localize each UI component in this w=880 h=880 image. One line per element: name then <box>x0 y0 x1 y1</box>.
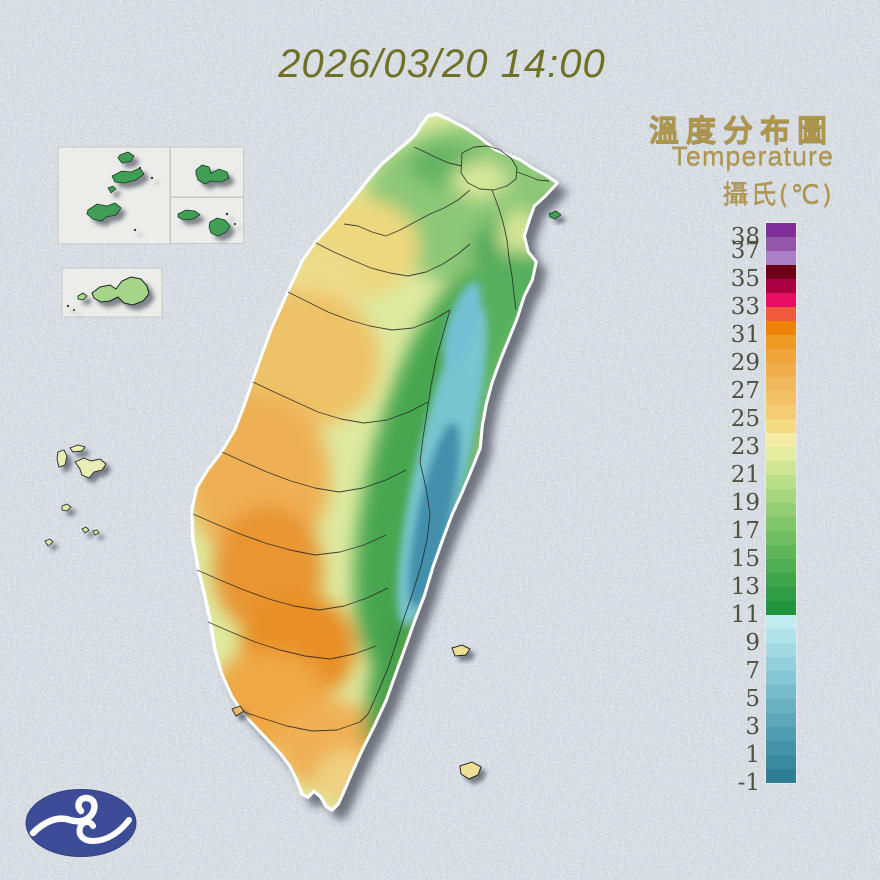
colorbar-segment <box>766 587 796 601</box>
colorbar-segment <box>766 391 796 405</box>
colorbar-segment <box>766 279 796 293</box>
main-island <box>190 112 559 812</box>
colorbar-segment <box>766 713 796 727</box>
colorbar-segment <box>766 349 796 363</box>
colorbar-segment <box>766 321 796 335</box>
colorbar-segment <box>766 307 796 321</box>
cloud-swirl-icon <box>29 794 132 845</box>
liuqiu-island <box>231 705 245 717</box>
colorbar-segment <box>766 601 796 615</box>
colorbar-segment <box>766 769 796 783</box>
colorbar-segment <box>766 489 796 503</box>
colorbar-segment <box>766 433 796 447</box>
colorbar-segment <box>766 419 796 433</box>
colorbar-segment <box>766 699 796 713</box>
inset-kinmen-island <box>66 276 150 311</box>
colorbar-segment <box>766 559 796 573</box>
inset-matsu-islands <box>86 151 154 232</box>
green-island <box>451 644 471 657</box>
colorbar-segment <box>766 363 796 377</box>
colorbar-segment <box>766 685 796 699</box>
colorbar-segment <box>766 657 796 671</box>
legend-unit: 攝氏(℃) <box>722 180 834 210</box>
colorbar-segment <box>766 237 796 251</box>
colorbar-segment <box>766 223 796 237</box>
colorbar-segment <box>766 615 796 629</box>
inset-small-islands <box>177 209 237 237</box>
colorbar-segment <box>766 447 796 461</box>
colorbar-segment <box>766 475 796 489</box>
colorbar-segment <box>766 405 796 419</box>
colorbar-segment <box>766 517 796 531</box>
orchid-island <box>459 761 482 780</box>
penghu-islands <box>44 444 107 547</box>
colorbar-segment <box>766 531 796 545</box>
colorbar-segment <box>766 503 796 517</box>
temperature-colorbar <box>766 223 796 783</box>
inset-boxes <box>57 146 244 318</box>
map-datetime: 2026/03/20 14:00 <box>278 42 606 86</box>
colorbar-segment <box>766 727 796 741</box>
colorbar-segment <box>766 377 796 391</box>
county-boundaries <box>192 145 550 732</box>
colorbar-segment <box>766 643 796 657</box>
guishan-island <box>548 210 562 220</box>
colorbar-segment <box>766 671 796 685</box>
colorbar-segment <box>766 629 796 643</box>
colorbar-segment <box>766 265 796 279</box>
colorbar-segment <box>766 461 796 475</box>
colorbar-segment <box>766 293 796 307</box>
colorbar-segment <box>766 573 796 587</box>
colorbar-segment <box>766 335 796 349</box>
legend-title-en: Temperature <box>671 141 834 171</box>
colorbar-segment <box>766 741 796 755</box>
cwb-logo <box>25 789 137 857</box>
colorbar-segment <box>766 755 796 769</box>
colorbar-segment <box>766 545 796 559</box>
legend-title-zh: 溫度分布圖 <box>649 114 834 149</box>
inset-dongyin-island <box>195 164 230 185</box>
colorbar-segment <box>766 251 796 265</box>
